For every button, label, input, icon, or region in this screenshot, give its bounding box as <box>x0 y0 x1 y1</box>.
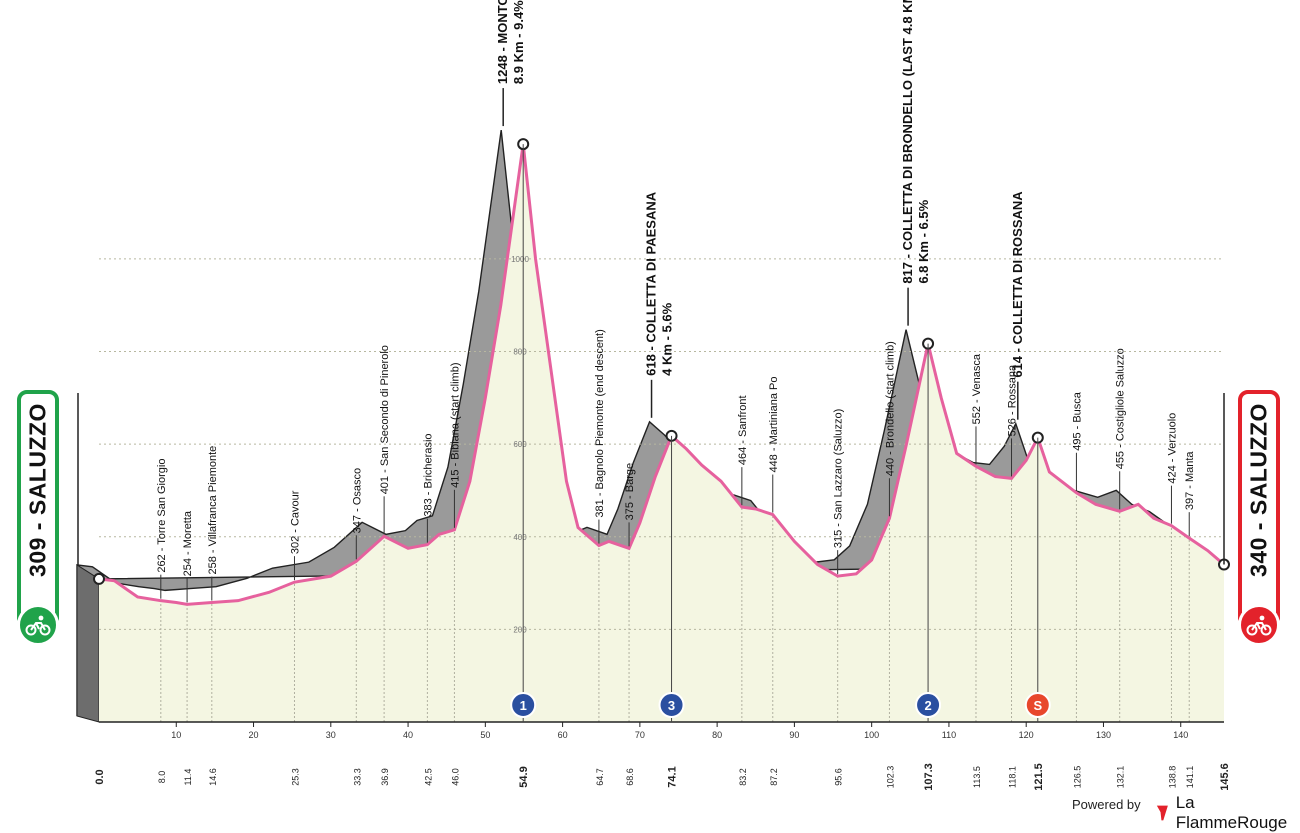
summit-label: 6.8 Km - 6.5% <box>916 199 931 283</box>
start-marker <box>93 572 105 585</box>
start-badge: 309 - SALUZZO <box>17 390 59 646</box>
altitude-tick-label: 800 <box>513 348 527 357</box>
altitude-tick-label: 400 <box>513 533 527 542</box>
distance-tick-label: 50 <box>480 730 490 740</box>
powered-by-text: Powered by <box>1072 797 1141 812</box>
distance-tick-label: 70 <box>635 730 645 740</box>
distance-tick-label: 100 <box>864 730 879 740</box>
distance-tick-label: 40 <box>403 730 413 740</box>
distance-tick-label: 120 <box>1019 730 1034 740</box>
climb-category-badge: 1 <box>510 692 537 718</box>
sprint-badge: S <box>1024 692 1051 718</box>
badge-label: 3 <box>668 698 675 713</box>
profile-side-wall <box>76 563 100 723</box>
summit-label: 618 - COLLETTA DI PAESANA <box>644 191 659 376</box>
km-point-label: 74.1 <box>667 766 679 787</box>
badge-circle <box>658 692 685 718</box>
summit-label: 4 Km - 5.6% <box>660 302 675 375</box>
place-label: 526 - Rossana <box>1007 364 1019 436</box>
km-point-label: 113.5 <box>972 766 982 788</box>
badge-label: S <box>1033 698 1042 713</box>
summit-label: 8.9 Km - 9.4% <box>511 0 526 84</box>
climb-category-badge: 2 <box>915 692 942 718</box>
km-point-label: 46.0 <box>450 768 460 786</box>
km-point-label: 8.0 <box>157 771 167 784</box>
km-point-label: 107.3 <box>923 763 935 791</box>
place-label: 258 - Villafranca Piemonte <box>207 446 219 575</box>
km-point-label: 141.1 <box>1185 766 1195 789</box>
start-label: 309 - SALUZZO <box>24 403 51 577</box>
place-label: 262 - Torre San Giorgio <box>156 459 168 573</box>
place-label: 440 - Brondello (start climb) <box>884 341 896 476</box>
brand-name: La FlammeRouge <box>1175 793 1288 832</box>
km-point-label: 54.9 <box>518 766 530 787</box>
badge-label: 1 <box>520 698 527 713</box>
distance-tick-label: 130 <box>1096 730 1111 740</box>
distance-tick-label: 60 <box>558 730 568 740</box>
place-label: 347 - Osasco <box>351 468 363 533</box>
place-label: 254 - Moretta <box>182 510 194 576</box>
altitude-tick-label: 1000 <box>511 255 529 264</box>
summit-label: 614 - COLLETTA DI ROSSANA <box>1010 191 1025 378</box>
badge-circle <box>510 692 537 718</box>
distance-tick-label: 90 <box>789 730 799 740</box>
summit-label: 817 - COLLETTA DI BRONDELLO (LAST 4.8 KM… <box>900 0 915 284</box>
finish-badge: 340 - SALUZZO <box>1238 390 1280 646</box>
km-point-label: 33.3 <box>352 768 362 786</box>
distance-tick-label: 80 <box>712 730 722 740</box>
place-label: 375 - Barge <box>624 463 636 520</box>
km-point-label: 0.0 <box>94 769 106 784</box>
badge-circle <box>1024 692 1051 718</box>
km-point-label: 102.3 <box>885 766 895 789</box>
km-point-label: 126.5 <box>1072 766 1082 789</box>
km-point-label: 83.2 <box>738 768 748 786</box>
km-point-label: 145.6 <box>1219 763 1231 791</box>
place-label: 415 - Bibiana (start climb) <box>449 362 461 487</box>
flame-icon <box>1156 805 1168 821</box>
km-point-label: 132.1 <box>1116 766 1126 789</box>
km-point-label: 42.5 <box>423 768 433 786</box>
place-label: 448 - Martiniana Po <box>768 377 780 473</box>
km-point-label: 14.6 <box>208 768 218 786</box>
km-point-label: 64.7 <box>595 768 605 786</box>
km-point-label: 68.6 <box>625 768 635 786</box>
cyclist-icon <box>1238 604 1280 646</box>
km-point-label: 87.2 <box>769 768 779 786</box>
distance-tick-label: 20 <box>249 730 259 740</box>
altitude-tick-label: 600 <box>513 440 527 449</box>
km-point-label: 138.8 <box>1167 766 1177 789</box>
distance-tick-label: 110 <box>942 730 956 740</box>
profile-ground-area <box>99 144 1224 722</box>
cyclist-icon <box>17 604 59 646</box>
place-label: 381 - Bagnolo Piemonte (end descent) <box>594 329 606 517</box>
km-point-label: 121.5 <box>1033 763 1045 791</box>
km-point-label: 118.1 <box>1008 766 1018 788</box>
place-label: 464 - Sanfront <box>737 395 749 465</box>
km-point-label: 95.6 <box>834 768 844 786</box>
brand-logo: La FlammeRouge <box>1155 793 1300 833</box>
place-label: 383 - Bricherasio <box>422 433 434 516</box>
place-label: 455 - Costigliole Saluzzo <box>1115 348 1127 469</box>
distance-tick-label: 140 <box>1173 730 1188 740</box>
place-label: 552 - Venasca <box>971 353 983 424</box>
summit-label: 1248 - MONTOSO <box>495 0 510 84</box>
place-label: 495 - Busca <box>1071 391 1083 451</box>
place-label: 401 - San Secondo di Pinerolo <box>379 345 391 494</box>
place-label: 397 - Manta <box>1184 451 1196 511</box>
place-label: 315 - San Lazzaro (Saluzzo) <box>833 409 845 548</box>
km-point-label: 36.9 <box>380 768 390 786</box>
finish-label: 340 - SALUZZO <box>1245 403 1272 577</box>
km-point-label: 11.4 <box>183 769 193 786</box>
climb-category-badge: 3 <box>658 692 685 718</box>
km-point-label: 25.3 <box>290 768 300 786</box>
altitude-tick-label: 200 <box>513 625 527 634</box>
distance-tick-label: 30 <box>326 730 336 740</box>
place-label: 424 - Verzuolo <box>1166 413 1178 484</box>
distance-tick-label: 10 <box>171 730 181 740</box>
badge-circle <box>915 692 942 718</box>
place-label: 302 - Cavour <box>289 490 301 554</box>
badge-label: 2 <box>924 698 931 713</box>
